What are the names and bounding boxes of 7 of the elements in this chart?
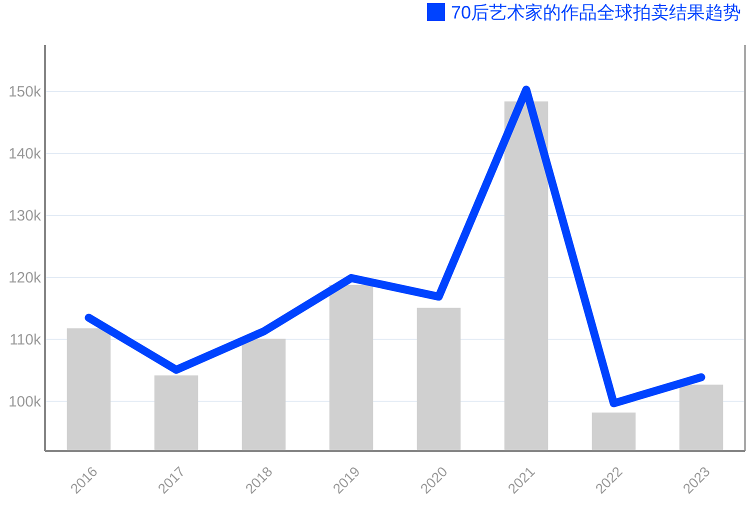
y-tick-label: 100k: [8, 394, 42, 411]
y-tick-label: 110k: [10, 332, 42, 349]
legend-label: 70后艺术家的作品全球拍卖结果趋势: [450, 2, 741, 22]
y-tick-label: 120k: [8, 270, 42, 287]
y-tick-label: 130k: [8, 208, 42, 225]
y-tick-label: 140k: [8, 146, 42, 163]
y-tick-label: 150k: [8, 84, 42, 101]
